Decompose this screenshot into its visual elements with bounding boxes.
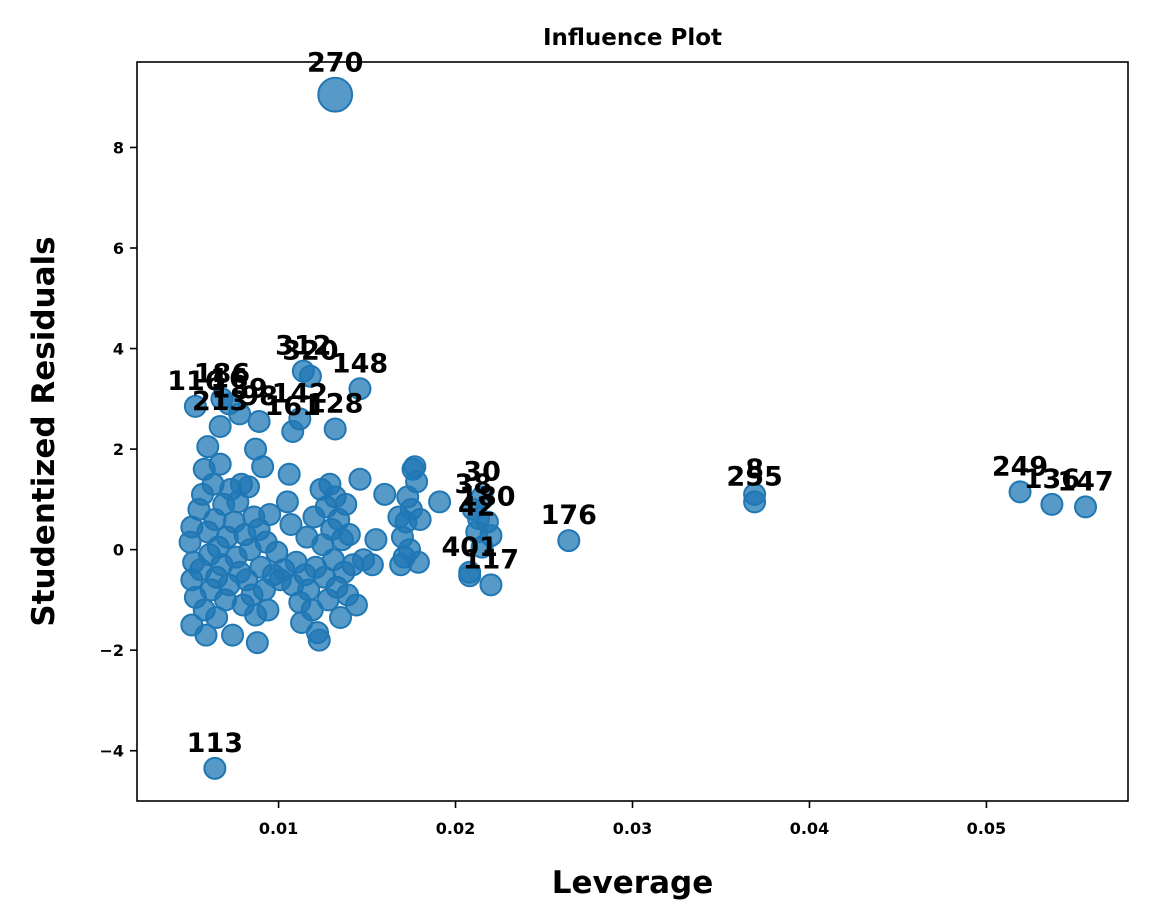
data-point xyxy=(408,507,432,531)
chart-title: Influence Plot xyxy=(543,25,722,51)
x-axis-ticks: 0.01 0.02 0.03 0.04 0.05 xyxy=(259,801,1006,838)
data-point xyxy=(557,529,581,553)
data-point xyxy=(360,553,384,577)
x-axis-label: Leverage xyxy=(552,865,713,901)
data-point xyxy=(298,364,322,388)
data-point xyxy=(279,513,303,537)
data-point xyxy=(479,573,503,597)
data-point xyxy=(247,409,271,433)
data-point xyxy=(428,490,452,514)
point-annotation: 30 xyxy=(463,456,501,487)
y-tick-label: −4 xyxy=(99,742,124,761)
data-point xyxy=(251,455,275,479)
data-point xyxy=(1074,495,1098,519)
data-point xyxy=(203,756,227,780)
point-annotation: 249 xyxy=(992,451,1048,482)
point-annotation: 320 xyxy=(282,336,338,367)
data-point xyxy=(228,402,252,426)
data-point xyxy=(277,462,301,486)
data-point xyxy=(258,502,282,526)
y-axis-label: Studentized Residuals xyxy=(26,236,62,626)
point-annotation: 189 xyxy=(211,373,267,404)
data-point xyxy=(194,623,218,647)
data-point xyxy=(208,452,232,476)
data-point xyxy=(317,76,354,113)
data-point xyxy=(183,394,207,418)
data-point xyxy=(405,470,429,494)
point-annotation: 312 xyxy=(275,331,331,362)
x-tick-label: 0.01 xyxy=(259,819,298,838)
data-point xyxy=(329,606,353,630)
point-annotation: 270 xyxy=(307,48,363,79)
data-point xyxy=(406,550,430,574)
data-point xyxy=(1040,492,1064,516)
y-tick-label: −2 xyxy=(99,641,124,660)
y-tick-label: 8 xyxy=(113,138,124,157)
data-point xyxy=(1008,480,1032,504)
point-annotation: 38 xyxy=(454,469,492,500)
data-point xyxy=(467,506,491,530)
point-annotation: 186 xyxy=(194,358,250,389)
data-point xyxy=(221,623,245,647)
point-annotation: 116 xyxy=(167,366,223,397)
y-tick-label: 6 xyxy=(113,239,124,258)
point-annotation: 128 xyxy=(307,388,363,419)
point-annotation: 401 xyxy=(442,532,498,563)
y-tick-label: 0 xyxy=(113,541,124,560)
x-tick-label: 0.05 xyxy=(967,819,1006,838)
point-annotation: 113 xyxy=(187,728,243,759)
data-point xyxy=(256,598,280,622)
data-point xyxy=(337,523,361,547)
point-annotation: 16 xyxy=(210,363,248,394)
x-tick-label: 0.04 xyxy=(790,819,829,838)
data-point xyxy=(458,564,482,588)
data-point xyxy=(364,528,388,552)
point-annotation: 213 xyxy=(192,386,248,417)
x-tick-label: 0.02 xyxy=(436,819,475,838)
data-point xyxy=(373,482,397,506)
point-annotation: 147 xyxy=(1057,466,1113,497)
point-annotation: 42 xyxy=(458,492,496,523)
y-axis-ticks: −4 −2 0 2 4 6 8 xyxy=(99,138,137,761)
point-annotation: 176 xyxy=(541,500,597,531)
point-annotation: 180 xyxy=(459,481,515,512)
point-annotation: 8 xyxy=(745,454,764,485)
point-annotation: 142 xyxy=(272,378,328,409)
data-point xyxy=(323,417,347,441)
point-annotation: 98 xyxy=(240,381,278,412)
y-tick-label: 4 xyxy=(113,340,124,359)
data-point xyxy=(307,628,331,652)
points-layer xyxy=(178,76,1098,780)
x-tick-label: 0.03 xyxy=(613,819,652,838)
data-point xyxy=(236,475,260,499)
data-point xyxy=(196,435,220,459)
data-point xyxy=(208,414,232,438)
y-tick-label: 2 xyxy=(113,440,124,459)
point-annotation: 136 xyxy=(1024,464,1080,495)
point-annotation: 161 xyxy=(265,391,321,422)
data-point xyxy=(479,524,503,548)
point-annotation: 255 xyxy=(726,461,782,492)
data-point xyxy=(281,420,305,443)
data-point xyxy=(344,593,368,617)
data-point xyxy=(348,377,372,401)
data-point xyxy=(348,467,372,491)
data-point xyxy=(743,490,767,514)
point-annotation: 117 xyxy=(463,544,519,575)
point-annotation: 148 xyxy=(332,348,388,379)
data-point xyxy=(245,631,269,655)
data-point xyxy=(334,492,358,516)
data-point xyxy=(275,490,299,514)
